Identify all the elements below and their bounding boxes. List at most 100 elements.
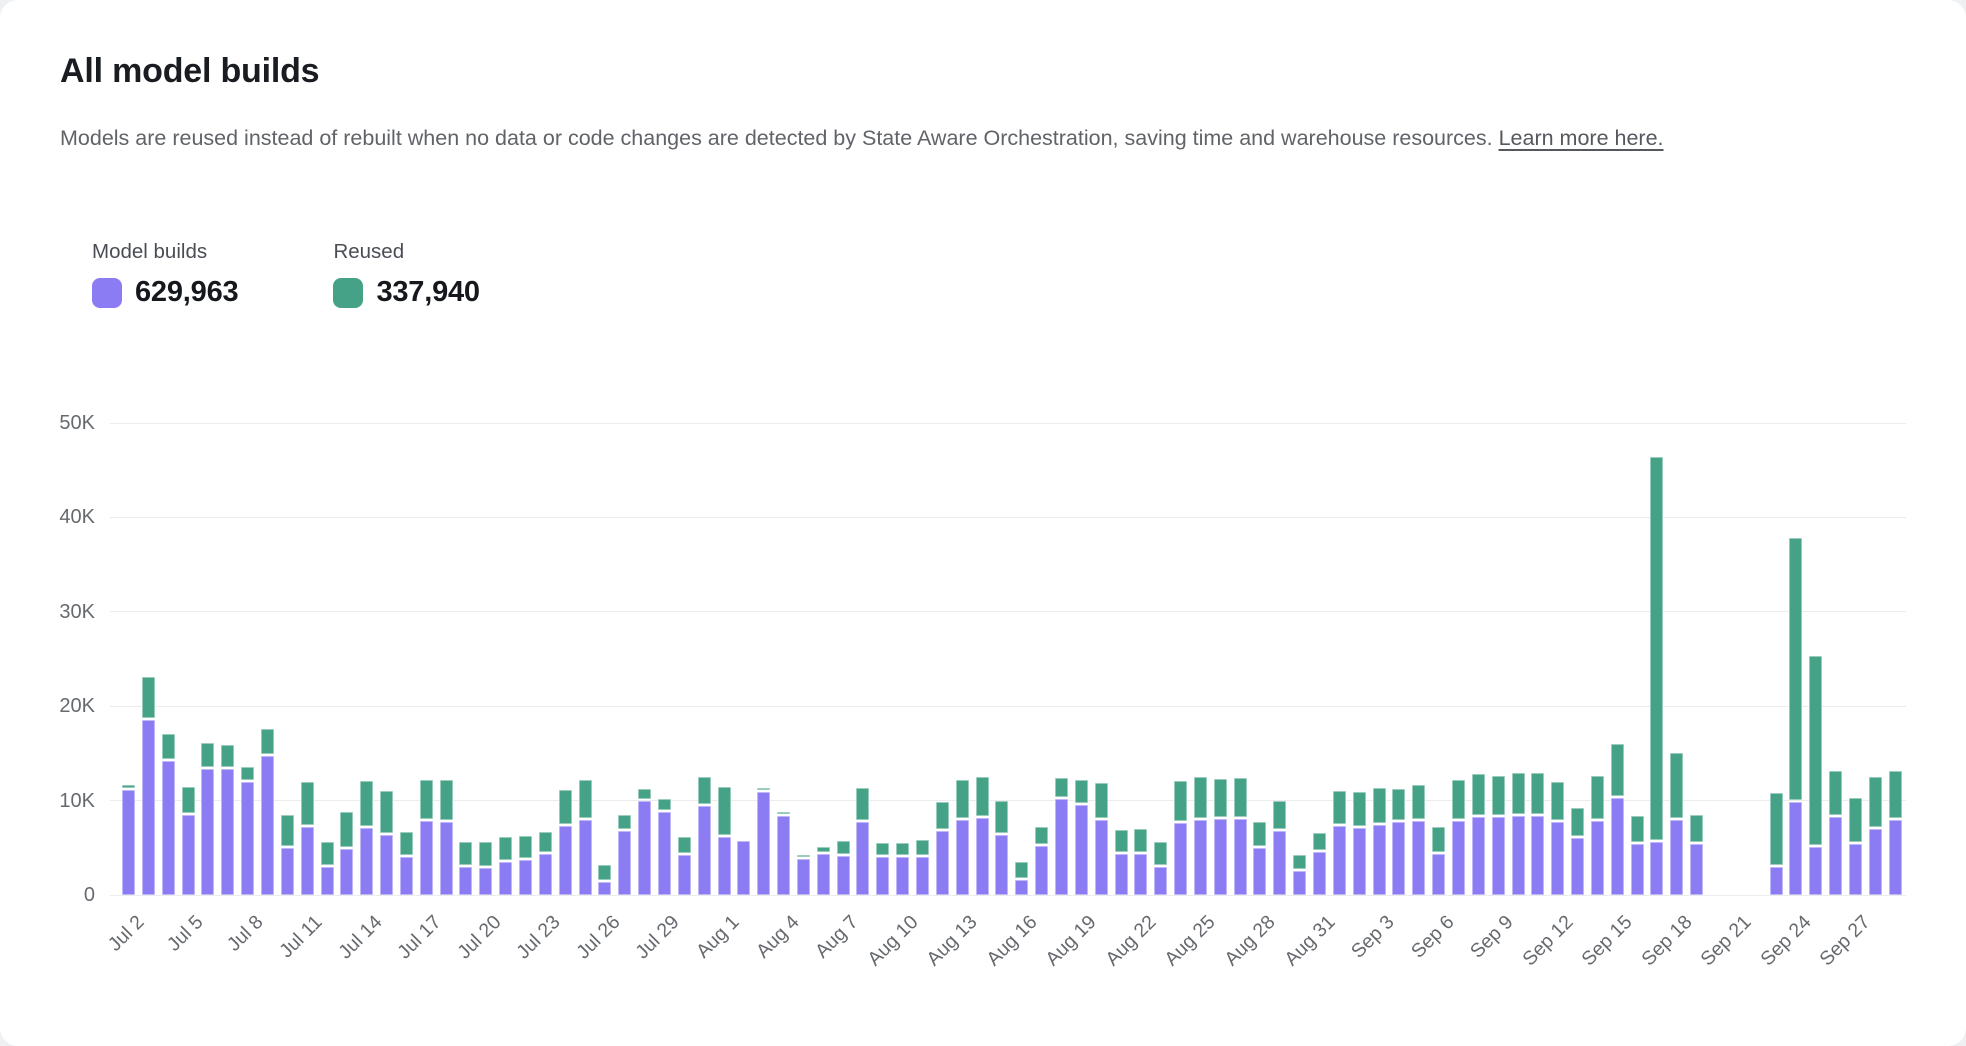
bar-segment-model-builds-jul-26[interactable]	[598, 881, 612, 895]
bar-segment-model-builds-jul-10[interactable]	[280, 847, 294, 895]
bar-aug-19[interactable]	[1074, 423, 1088, 895]
bar-jul-5[interactable]	[181, 423, 195, 895]
bar-segment-model-builds-jul-3[interactable]	[141, 720, 155, 895]
bar-segment-reused-aug-29[interactable]	[1273, 801, 1287, 829]
bar-segment-model-builds-jul-14[interactable]	[360, 828, 374, 895]
bar-segment-reused-sep-25[interactable]	[1809, 656, 1823, 845]
bar-jul-8[interactable]	[241, 423, 255, 895]
bar-segment-reused-sep-5[interactable]	[1412, 785, 1426, 820]
bar-aug-11[interactable]	[916, 423, 929, 895]
bar-segment-reused-jul-15[interactable]	[380, 791, 394, 833]
bar-segment-model-builds-aug-29[interactable]	[1273, 830, 1287, 895]
bar-segment-reused-jul-29[interactable]	[657, 798, 671, 810]
bar-segment-reused-sep-17[interactable]	[1650, 456, 1664, 841]
bar-segment-reused-aug-12[interactable]	[935, 802, 949, 829]
bar-segment-reused-sep-16[interactable]	[1630, 815, 1644, 842]
bar-segment-reused-aug-5[interactable]	[796, 855, 810, 858]
bar-segment-reused-aug-17[interactable]	[1035, 826, 1049, 844]
bar-aug-17[interactable]	[1035, 423, 1049, 895]
bar-aug-23[interactable]	[1154, 423, 1168, 895]
bar-aug-15[interactable]	[995, 423, 1009, 895]
bar-segment-model-builds-jul-28[interactable]	[638, 800, 652, 895]
bar-aug-29[interactable]	[1273, 423, 1287, 895]
bar-sep-2[interactable]	[1352, 423, 1366, 895]
bar-sep-23[interactable]	[1769, 423, 1783, 895]
bar-aug-28[interactable]	[1253, 423, 1267, 895]
bar-segment-reused-jul-11[interactable]	[300, 781, 314, 825]
bar-sep-29[interactable]	[1888, 423, 1902, 895]
bar-segment-reused-sep-27[interactable]	[1848, 797, 1862, 842]
bar-sep-11[interactable]	[1531, 423, 1545, 895]
bar-segment-model-builds-sep-2[interactable]	[1352, 828, 1366, 895]
bar-segment-reused-jul-6[interactable]	[201, 742, 215, 768]
bar-sep-15[interactable]	[1610, 423, 1624, 895]
bar-segment-reused-aug-31[interactable]	[1313, 832, 1326, 850]
bar-segment-reused-jul-27[interactable]	[618, 814, 632, 829]
bar-segment-model-builds-aug-17[interactable]	[1035, 845, 1049, 895]
bar-sep-24[interactable]	[1789, 423, 1803, 895]
bar-sep-14[interactable]	[1590, 423, 1604, 895]
bar-jul-16[interactable]	[399, 423, 413, 895]
bar-segment-reused-sep-11[interactable]	[1531, 773, 1545, 814]
bar-sep-7[interactable]	[1451, 423, 1465, 895]
bar-segment-reused-jul-24[interactable]	[558, 790, 572, 825]
bar-segment-reused-aug-24[interactable]	[1174, 780, 1188, 822]
bar-sep-18[interactable]	[1670, 423, 1684, 895]
bar-segment-model-builds-aug-2[interactable]	[737, 841, 751, 895]
bar-segment-reused-jul-17[interactable]	[419, 779, 433, 820]
bar-segment-reused-sep-8[interactable]	[1471, 774, 1485, 815]
bar-segment-model-builds-sep-25[interactable]	[1809, 846, 1823, 895]
bar-jul-9[interactable]	[260, 423, 274, 895]
bar-segment-model-builds-aug-24[interactable]	[1174, 823, 1188, 895]
bar-sep-19[interactable]	[1690, 423, 1704, 895]
bar-segment-model-builds-aug-26[interactable]	[1213, 818, 1227, 895]
bar-segment-reused-sep-13[interactable]	[1571, 808, 1585, 837]
bar-segment-reused-aug-8[interactable]	[856, 788, 870, 821]
bar-aug-4[interactable]	[777, 423, 791, 895]
bar-sep-12[interactable]	[1551, 423, 1565, 895]
bar-segment-reused-jul-2[interactable]	[122, 785, 135, 789]
bar-segment-model-builds-aug-15[interactable]	[995, 834, 1009, 895]
bar-segment-reused-aug-11[interactable]	[916, 840, 929, 856]
bar-jul-19[interactable]	[459, 423, 473, 895]
bar-segment-model-builds-jul-30[interactable]	[677, 855, 691, 895]
bar-segment-model-builds-sep-4[interactable]	[1392, 822, 1406, 895]
legend-item-model-builds[interactable]: Model builds 629,963	[92, 240, 239, 309]
bar-segment-reused-jul-3[interactable]	[141, 676, 155, 719]
bar-segment-reused-sep-15[interactable]	[1610, 743, 1624, 796]
bar-segment-model-builds-jul-20[interactable]	[479, 867, 493, 895]
bar-segment-model-builds-jul-7[interactable]	[221, 768, 235, 895]
bar-segment-model-builds-aug-31[interactable]	[1313, 851, 1326, 895]
bar-segment-model-builds-jul-25[interactable]	[578, 820, 592, 895]
bar-segment-model-builds-sep-7[interactable]	[1451, 821, 1465, 895]
bar-aug-6[interactable]	[816, 423, 830, 895]
bar-segment-model-builds-jul-19[interactable]	[459, 866, 473, 895]
bar-segment-reused-jul-21[interactable]	[499, 837, 513, 860]
bar-segment-reused-aug-16[interactable]	[1015, 861, 1029, 878]
bar-segment-reused-sep-18[interactable]	[1670, 753, 1684, 819]
bar-segment-reused-sep-26[interactable]	[1829, 771, 1843, 815]
bar-segment-reused-sep-29[interactable]	[1888, 771, 1902, 819]
bar-aug-27[interactable]	[1233, 423, 1247, 895]
bar-segment-reused-sep-14[interactable]	[1590, 776, 1604, 820]
bar-segment-model-builds-jul-29[interactable]	[657, 811, 671, 895]
bar-aug-21[interactable]	[1114, 423, 1128, 895]
bar-aug-26[interactable]	[1213, 423, 1227, 895]
bar-segment-model-builds-sep-16[interactable]	[1630, 844, 1644, 895]
bar-sep-25[interactable]	[1809, 423, 1823, 895]
bar-segment-reused-aug-1[interactable]	[717, 787, 731, 835]
bar-segment-model-builds-aug-5[interactable]	[796, 859, 810, 895]
bar-aug-5[interactable]	[796, 423, 810, 895]
bar-segment-reused-jul-12[interactable]	[320, 842, 334, 865]
bar-segment-model-builds-jul-13[interactable]	[340, 848, 354, 895]
bar-segment-model-builds-sep-18[interactable]	[1670, 820, 1684, 895]
bar-segment-model-builds-sep-8[interactable]	[1471, 816, 1485, 895]
bar-segment-reused-aug-14[interactable]	[975, 776, 989, 816]
bar-aug-12[interactable]	[935, 423, 949, 895]
bar-aug-8[interactable]	[856, 423, 870, 895]
bar-segment-reused-aug-6[interactable]	[816, 846, 830, 852]
bar-aug-31[interactable]	[1313, 423, 1326, 895]
bar-jul-10[interactable]	[280, 423, 294, 895]
bar-sep-4[interactable]	[1392, 423, 1406, 895]
bar-segment-model-builds-aug-18[interactable]	[1054, 798, 1068, 895]
